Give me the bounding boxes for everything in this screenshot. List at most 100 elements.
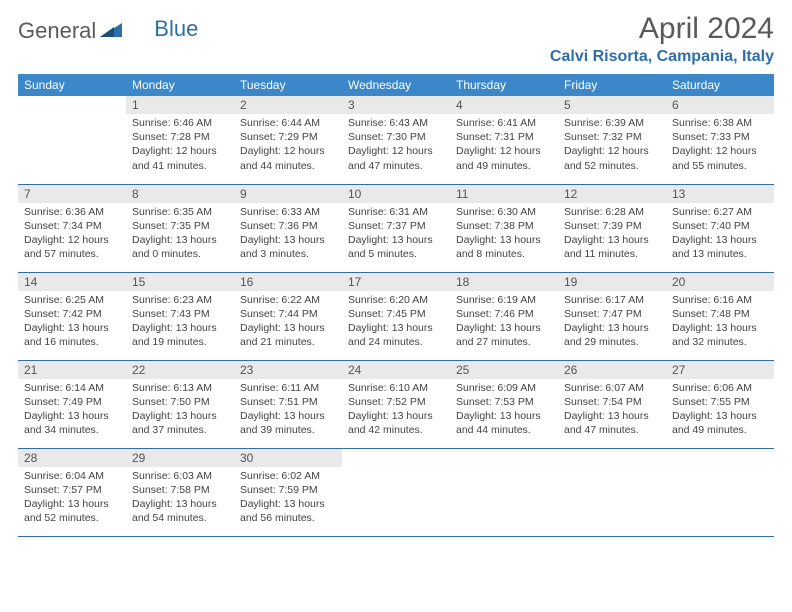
daylight-text: Daylight: 13 hours and 47 minutes. <box>564 409 660 437</box>
logo: General Blue <box>18 18 198 44</box>
page-header: General Blue April 2024 Calvi Risorta, C… <box>18 12 774 66</box>
daylight-text: Daylight: 12 hours and 41 minutes. <box>132 144 228 172</box>
calendar-day-cell: 29Sunrise: 6:03 AMSunset: 7:58 PMDayligh… <box>126 448 234 536</box>
day-number: 30 <box>234 449 342 467</box>
day-number: 8 <box>126 185 234 203</box>
day-details: Sunrise: 6:31 AMSunset: 7:37 PMDaylight:… <box>342 203 450 266</box>
day-details: Sunrise: 6:44 AMSunset: 7:29 PMDaylight:… <box>234 114 342 177</box>
daylight-text: Daylight: 13 hours and 8 minutes. <box>456 233 552 261</box>
daylight-text: Daylight: 12 hours and 47 minutes. <box>348 144 444 172</box>
daylight-text: Daylight: 13 hours and 24 minutes. <box>348 321 444 349</box>
calendar-day-cell: . <box>450 448 558 536</box>
daylight-text: Daylight: 13 hours and 19 minutes. <box>132 321 228 349</box>
logo-triangle-icon <box>100 21 122 42</box>
sunset-text: Sunset: 7:58 PM <box>132 483 228 497</box>
calendar-day-cell: . <box>342 448 450 536</box>
day-number: 22 <box>126 361 234 379</box>
calendar-day-cell: 13Sunrise: 6:27 AMSunset: 7:40 PMDayligh… <box>666 184 774 272</box>
month-title: April 2024 <box>550 12 774 46</box>
calendar-day-cell: 8Sunrise: 6:35 AMSunset: 7:35 PMDaylight… <box>126 184 234 272</box>
daylight-text: Daylight: 13 hours and 34 minutes. <box>24 409 120 437</box>
day-number: 7 <box>18 185 126 203</box>
calendar-day-cell: 17Sunrise: 6:20 AMSunset: 7:45 PMDayligh… <box>342 272 450 360</box>
sunrise-text: Sunrise: 6:36 AM <box>24 205 120 219</box>
day-details: Sunrise: 6:09 AMSunset: 7:53 PMDaylight:… <box>450 379 558 442</box>
day-details: Sunrise: 6:11 AMSunset: 7:51 PMDaylight:… <box>234 379 342 442</box>
sunset-text: Sunset: 7:29 PM <box>240 130 336 144</box>
weekday-header: Tuesday <box>234 74 342 96</box>
sunrise-text: Sunrise: 6:03 AM <box>132 469 228 483</box>
calendar-week-row: .1Sunrise: 6:46 AMSunset: 7:28 PMDayligh… <box>18 96 774 184</box>
daylight-text: Daylight: 13 hours and 13 minutes. <box>672 233 768 261</box>
day-details: Sunrise: 6:02 AMSunset: 7:59 PMDaylight:… <box>234 467 342 530</box>
day-details: Sunrise: 6:36 AMSunset: 7:34 PMDaylight:… <box>18 203 126 266</box>
sunrise-text: Sunrise: 6:20 AM <box>348 293 444 307</box>
sunset-text: Sunset: 7:54 PM <box>564 395 660 409</box>
day-details: Sunrise: 6:06 AMSunset: 7:55 PMDaylight:… <box>666 379 774 442</box>
daylight-text: Daylight: 13 hours and 27 minutes. <box>456 321 552 349</box>
calendar-day-cell: 10Sunrise: 6:31 AMSunset: 7:37 PMDayligh… <box>342 184 450 272</box>
day-number: 15 <box>126 273 234 291</box>
sunset-text: Sunset: 7:48 PM <box>672 307 768 321</box>
sunrise-text: Sunrise: 6:27 AM <box>672 205 768 219</box>
sunrise-text: Sunrise: 6:19 AM <box>456 293 552 307</box>
day-number: 12 <box>558 185 666 203</box>
sunset-text: Sunset: 7:38 PM <box>456 219 552 233</box>
day-number: 28 <box>18 449 126 467</box>
sunrise-text: Sunrise: 6:16 AM <box>672 293 768 307</box>
daylight-text: Daylight: 12 hours and 57 minutes. <box>24 233 120 261</box>
day-number: 9 <box>234 185 342 203</box>
sunrise-text: Sunrise: 6:09 AM <box>456 381 552 395</box>
day-number: 26 <box>558 361 666 379</box>
day-details: Sunrise: 6:20 AMSunset: 7:45 PMDaylight:… <box>342 291 450 354</box>
sunrise-text: Sunrise: 6:28 AM <box>564 205 660 219</box>
day-details: Sunrise: 6:22 AMSunset: 7:44 PMDaylight:… <box>234 291 342 354</box>
sunset-text: Sunset: 7:31 PM <box>456 130 552 144</box>
sunrise-text: Sunrise: 6:30 AM <box>456 205 552 219</box>
calendar-day-cell: 4Sunrise: 6:41 AMSunset: 7:31 PMDaylight… <box>450 96 558 184</box>
calendar-day-cell: 11 Sunrise: 6:30 AMSunset: 7:38 PMDayligh… <box>450 184 558 272</box>
day-number: 11 <box>450 185 558 203</box>
sunrise-text: Sunrise: 6:46 AM <box>132 116 228 130</box>
calendar-day-cell: 30Sunrise: 6:02 AMSunset: 7:59 PMDayligh… <box>234 448 342 536</box>
calendar-day-cell: 28Sunrise: 6:04 AMSunset: 7:57 PMDayligh… <box>18 448 126 536</box>
day-number: 14 <box>18 273 126 291</box>
sunset-text: Sunset: 7:55 PM <box>672 395 768 409</box>
day-number: 2 <box>234 96 342 114</box>
calendar-day-cell: 19Sunrise: 6:17 AMSunset: 7:47 PMDayligh… <box>558 272 666 360</box>
location-subtitle: Calvi Risorta, Campania, Italy <box>550 48 774 66</box>
sunset-text: Sunset: 7:57 PM <box>24 483 120 497</box>
sunrise-text: Sunrise: 6:04 AM <box>24 469 120 483</box>
calendar-day-cell: 18Sunrise: 6:19 AMSunset: 7:46 PMDayligh… <box>450 272 558 360</box>
calendar-day-cell: 24Sunrise: 6:10 AMSunset: 7:52 PMDayligh… <box>342 360 450 448</box>
day-details: Sunrise: 6:25 AMSunset: 7:42 PMDaylight:… <box>18 291 126 354</box>
sunrise-text: Sunrise: 6:33 AM <box>240 205 336 219</box>
title-block: April 2024 Calvi Risorta, Campania, Ital… <box>550 12 774 66</box>
day-details: Sunrise: 6:39 AMSunset: 7:32 PMDaylight:… <box>558 114 666 177</box>
calendar-day-cell: . <box>18 96 126 184</box>
daylight-text: Daylight: 13 hours and 54 minutes. <box>132 497 228 525</box>
day-details: Sunrise: 6:46 AMSunset: 7:28 PMDaylight:… <box>126 114 234 177</box>
sunrise-text: Sunrise: 6:06 AM <box>672 381 768 395</box>
day-number: 21 <box>18 361 126 379</box>
day-details: Sunrise: 6:03 AMSunset: 7:58 PMDaylight:… <box>126 467 234 530</box>
sunset-text: Sunset: 7:30 PM <box>348 130 444 144</box>
calendar-day-cell: 5Sunrise: 6:39 AMSunset: 7:32 PMDaylight… <box>558 96 666 184</box>
sunset-text: Sunset: 7:35 PM <box>132 219 228 233</box>
daylight-text: Daylight: 13 hours and 16 minutes. <box>24 321 120 349</box>
sunrise-text: Sunrise: 6:11 AM <box>240 381 336 395</box>
sunrise-text: Sunrise: 6:13 AM <box>132 381 228 395</box>
sunset-text: Sunset: 7:33 PM <box>672 130 768 144</box>
sunrise-text: Sunrise: 6:10 AM <box>348 381 444 395</box>
sunset-text: Sunset: 7:47 PM <box>564 307 660 321</box>
day-number: 4 <box>450 96 558 114</box>
sunrise-text: Sunrise: 6:14 AM <box>24 381 120 395</box>
calendar-day-cell: 16Sunrise: 6:22 AMSunset: 7:44 PMDayligh… <box>234 272 342 360</box>
day-number: 29 <box>126 449 234 467</box>
sunset-text: Sunset: 7:32 PM <box>564 130 660 144</box>
day-details: Sunrise: 6:17 AMSunset: 7:47 PMDaylight:… <box>558 291 666 354</box>
day-details: Sunrise: 6:38 AMSunset: 7:33 PMDaylight:… <box>666 114 774 177</box>
calendar-day-cell: 9Sunrise: 6:33 AMSunset: 7:36 PMDaylight… <box>234 184 342 272</box>
daylight-text: Daylight: 13 hours and 11 minutes. <box>564 233 660 261</box>
day-number: 17 <box>342 273 450 291</box>
